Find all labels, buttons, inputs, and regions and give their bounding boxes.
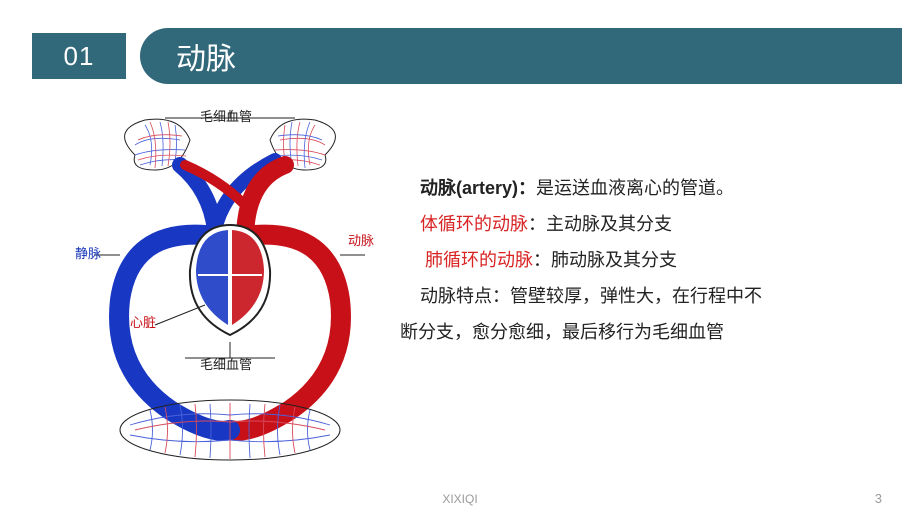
- circulation-svg: [70, 110, 390, 470]
- systemic-label: 体循环的动脉: [420, 214, 528, 234]
- slide-content: 毛细血管 静脉 动脉 心脏 毛细血管 动脉(artery)：是运送血液离心的管道…: [0, 110, 920, 518]
- slide-footer: XIXIQI: [0, 492, 920, 506]
- section-title: 动脉: [176, 34, 236, 78]
- label-top-capillary: 毛细血管: [200, 106, 252, 125]
- label-vein: 静脉: [75, 243, 101, 262]
- section-number: 01: [64, 41, 95, 72]
- features-line2: 断分支，愈分愈细，最后移行为毛细血管: [400, 314, 860, 350]
- footer-text: XIXIQI: [442, 492, 477, 506]
- pulmonary-label: 肺循环的动脉: [425, 250, 533, 270]
- section-number-box: 01: [32, 33, 126, 79]
- slide-header: 01 动脉: [0, 28, 902, 84]
- label-bottom-capillary: 毛细血管: [200, 354, 252, 373]
- systemic-desc: ：主动脉及其分支: [528, 214, 672, 234]
- def-artery: 是运送血液离心的管道。: [536, 178, 734, 198]
- explanation-text: 动脉(artery)：是运送血液离心的管道。 体循环的动脉：主动脉及其分支 肺循…: [400, 110, 920, 518]
- label-artery: 动脉: [348, 230, 374, 249]
- circulation-diagram: 毛细血管 静脉 动脉 心脏 毛细血管: [0, 110, 400, 518]
- label-heart: 心脏: [130, 312, 156, 331]
- page-number: 3: [875, 491, 882, 506]
- term-artery: 动脉(artery)：: [420, 178, 536, 198]
- section-title-box: 动脉: [140, 28, 902, 84]
- heart-shape: [190, 225, 270, 335]
- pulmonary-desc: ：肺动脉及其分支: [533, 250, 677, 270]
- features-line1: 动脉特点：管壁较厚，弹性大，在行程中不: [420, 278, 860, 314]
